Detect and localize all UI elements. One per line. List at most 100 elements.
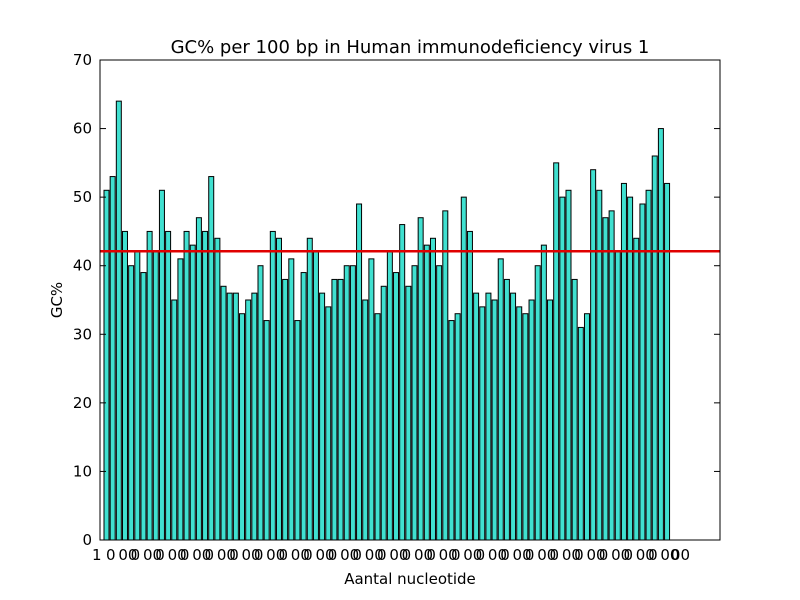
bar-84	[614, 251, 621, 541]
bar-83	[608, 210, 615, 541]
x-tick-label-overlap: 0	[574, 546, 584, 564]
x-tick-label-overlap: 0	[180, 546, 190, 564]
x-tick-label-overlap: 0	[550, 546, 560, 564]
bar-60	[466, 230, 473, 541]
x-tick-label-overlap: 00	[636, 546, 655, 564]
bar-45	[374, 313, 381, 541]
x-tick-label-overlap: 00	[439, 546, 458, 564]
x-tick-label-overlap: 0	[229, 546, 239, 564]
bar-46	[380, 285, 387, 541]
bar-39	[337, 278, 344, 541]
x-tick-label-overlap: 0	[254, 546, 264, 564]
bar-7	[140, 272, 147, 541]
x-tick-label-overlap: 00	[143, 546, 162, 564]
bar-24	[245, 299, 252, 541]
chart-title: GC% per 100 bp in Human immunodeficiency…	[171, 37, 650, 58]
x-tick-label-overlap: 00	[340, 546, 359, 564]
bar-10	[158, 189, 165, 541]
y-axis-label: GC%	[48, 282, 66, 318]
bar-56	[442, 210, 449, 541]
x-tick-label-overlap: 00	[562, 546, 581, 564]
bar-49	[399, 224, 406, 541]
bar-14	[183, 230, 190, 541]
x-tick-label-overlap: 00	[586, 546, 605, 564]
bar-13	[177, 258, 184, 541]
bar-81	[596, 189, 603, 541]
bar-67	[510, 292, 517, 541]
bar-38	[331, 278, 338, 541]
x-tick-label-overlap: 0	[377, 546, 387, 564]
x-tick-label-overlap: 00	[217, 546, 236, 564]
x-tick-label-overlap: 0	[328, 546, 338, 564]
bar-23	[239, 313, 246, 541]
x-tick-label-overlap: 0	[106, 546, 116, 564]
bar-68	[516, 306, 523, 541]
bar-43	[362, 299, 369, 541]
bar-33	[300, 272, 307, 541]
bar-6	[134, 251, 141, 541]
y-tick-label-50: 50	[73, 188, 92, 206]
bar-51	[411, 265, 418, 541]
y-tick-label-40: 40	[73, 257, 92, 275]
x-tick-label-overlap: 00	[365, 546, 384, 564]
bar-8	[146, 230, 153, 541]
bar-58	[454, 313, 461, 541]
bar-28	[269, 230, 276, 541]
bar-70	[528, 299, 535, 541]
x-tick-label-overlap: 0	[648, 546, 658, 564]
bar-86	[627, 196, 634, 541]
x-tick-label-overlap: 00	[537, 546, 556, 564]
bars-group	[103, 100, 671, 541]
bar-31	[288, 258, 295, 541]
x-tick-label-overlap: 00	[168, 546, 187, 564]
x-tick-label-overlap: 0	[451, 546, 461, 564]
x-tick-label-overlap: 0	[205, 546, 215, 564]
y-tick-label-10: 10	[73, 462, 92, 480]
bar-19	[214, 237, 221, 541]
bar-74	[553, 162, 560, 541]
bar-80	[590, 169, 597, 541]
y-tick-label-30: 30	[73, 325, 92, 343]
bar-17	[202, 230, 209, 541]
bar-12	[171, 299, 178, 541]
bar-85	[620, 182, 627, 541]
bar-65	[497, 258, 504, 541]
bar-50	[405, 285, 412, 541]
bar-41	[349, 265, 356, 541]
x-tick-label-overlap: 00	[315, 546, 334, 564]
x-tick-label-overlap: 00	[266, 546, 285, 564]
x-tick-label-overlap: 00	[118, 546, 137, 564]
y-tick-label-60: 60	[73, 120, 92, 138]
bar-47	[386, 251, 393, 541]
bar-35	[312, 251, 319, 541]
bar-62	[479, 306, 486, 541]
bar-77	[571, 278, 578, 541]
bar-64	[491, 299, 498, 541]
bar-52	[417, 217, 424, 541]
bar-29	[275, 237, 282, 541]
bar-66	[503, 278, 510, 541]
x-tick-label-overlap: 00	[611, 546, 630, 564]
bar-75	[559, 196, 566, 541]
x-tick-label-overlap: 0	[402, 546, 412, 564]
x-tick-label-overlap: 00	[389, 546, 408, 564]
bar-90	[651, 155, 658, 541]
x-tick-label-overlap: 0	[525, 546, 535, 564]
bar-22	[232, 292, 239, 541]
bar-36	[319, 292, 326, 541]
bar-53	[423, 244, 430, 541]
bar-37	[325, 306, 332, 541]
y-tick-label-20: 20	[73, 394, 92, 412]
bar-27	[263, 320, 270, 541]
x-tick-label-overlap: 0	[303, 546, 313, 564]
bar-9	[152, 251, 159, 541]
bar-63	[485, 292, 492, 541]
bar-88	[639, 203, 646, 541]
bar-34	[306, 237, 313, 541]
x-tick-label-overlap: 00	[192, 546, 211, 564]
x-tick-label-overlap: 00	[488, 546, 507, 564]
x-tick-label-overlap: 00	[414, 546, 433, 564]
bar-15	[189, 244, 196, 541]
bar-5	[128, 265, 135, 541]
